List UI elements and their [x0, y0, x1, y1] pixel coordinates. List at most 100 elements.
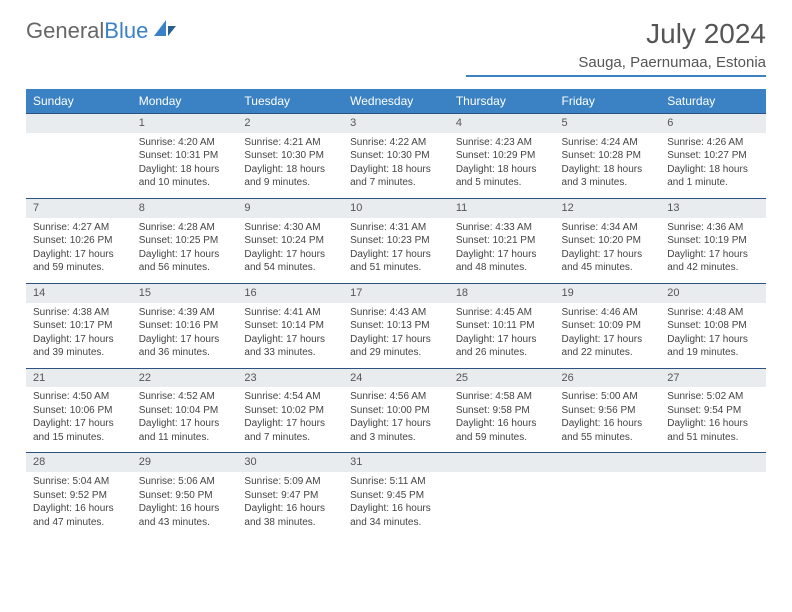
day-info-line: Sunset: 10:31 PM: [139, 149, 231, 163]
day-info-line: and 47 minutes.: [33, 516, 125, 530]
day-number-cell: 12: [555, 198, 661, 217]
day-info-line: Sunset: 10:29 PM: [456, 149, 548, 163]
day-info-line: and 1 minute.: [667, 176, 759, 190]
day-info-line: Sunrise: 4:21 AM: [244, 136, 336, 150]
month-title: July 2024: [466, 18, 766, 50]
day-info-line: Sunrise: 5:02 AM: [667, 390, 759, 404]
day-content-cell: Sunrise: 4:23 AMSunset: 10:29 PMDaylight…: [449, 133, 555, 199]
day-info-line: Sunset: 10:27 PM: [667, 149, 759, 163]
day-content-cell: Sunrise: 4:21 AMSunset: 10:30 PMDaylight…: [237, 133, 343, 199]
day-content-cell: Sunrise: 4:28 AMSunset: 10:25 PMDaylight…: [132, 218, 238, 284]
day-info-line: Sunrise: 4:26 AM: [667, 136, 759, 150]
day-info-line: Sunrise: 4:34 AM: [562, 221, 654, 235]
day-content-cell: Sunrise: 4:20 AMSunset: 10:31 PMDaylight…: [132, 133, 238, 199]
day-number-cell: 1: [132, 114, 238, 133]
day-info-line: Daylight: 17 hours: [562, 333, 654, 347]
day-info-line: Sunset: 10:30 PM: [350, 149, 442, 163]
day-content-cell: Sunrise: 5:11 AMSunset: 9:45 PMDaylight:…: [343, 472, 449, 537]
day-info-line: and 54 minutes.: [244, 261, 336, 275]
day-content-cell: Sunrise: 4:34 AMSunset: 10:20 PMDaylight…: [555, 218, 661, 284]
day-info-line: and 39 minutes.: [33, 346, 125, 360]
day-number-cell: 17: [343, 283, 449, 302]
day-info-line: Daylight: 17 hours: [562, 248, 654, 262]
day-info-line: Daylight: 18 hours: [562, 163, 654, 177]
day-number-cell: 14: [26, 283, 132, 302]
day-content-cell: Sunrise: 4:33 AMSunset: 10:21 PMDaylight…: [449, 218, 555, 284]
day-info-line: Sunrise: 4:33 AM: [456, 221, 548, 235]
day-info-line: Sunrise: 5:09 AM: [244, 475, 336, 489]
day-content-cell: Sunrise: 4:39 AMSunset: 10:16 PMDaylight…: [132, 303, 238, 369]
day-info-line: and 56 minutes.: [139, 261, 231, 275]
day-info-line: Daylight: 18 hours: [350, 163, 442, 177]
day-content-cell: Sunrise: 4:24 AMSunset: 10:28 PMDaylight…: [555, 133, 661, 199]
day-info-line: Sunset: 9:52 PM: [33, 489, 125, 503]
day-info-line: Sunset: 10:08 PM: [667, 319, 759, 333]
day-content-row: Sunrise: 5:04 AMSunset: 9:52 PM Daylight:…: [26, 472, 766, 537]
logo: GeneralBlue: [26, 18, 178, 44]
day-info-line: Sunrise: 4:36 AM: [667, 221, 759, 235]
day-info-line: and 22 minutes.: [562, 346, 654, 360]
location-label: Sauga, Paernumaa, Estonia: [466, 54, 766, 77]
day-number-cell: 21: [26, 368, 132, 387]
day-info-line: Daylight: 17 hours: [33, 248, 125, 262]
day-info-line: Daylight: 17 hours: [456, 333, 548, 347]
day-info-line: Sunset: 10:19 PM: [667, 234, 759, 248]
day-info-line: Sunset: 9:56 PM: [562, 404, 654, 418]
day-info-line: Sunset: 10:02 PM: [244, 404, 336, 418]
day-info-line: and 15 minutes.: [33, 431, 125, 445]
day-info-line: Sunrise: 4:27 AM: [33, 221, 125, 235]
day-info-line: Sunset: 10:14 PM: [244, 319, 336, 333]
day-content-row: Sunrise: 4:38 AMSunset: 10:17 PM Daylight…: [26, 303, 766, 369]
day-content-cell: Sunrise: 4:41 AMSunset: 10:14 PMDaylight…: [237, 303, 343, 369]
day-info-line: Sunrise: 4:30 AM: [244, 221, 336, 235]
day-info-line: Sunrise: 4:24 AM: [562, 136, 654, 150]
day-info-line: Sunset: 9:45 PM: [350, 489, 442, 503]
day-number-cell: 31: [343, 453, 449, 472]
day-number-cell: 25: [449, 368, 555, 387]
day-content-row: Sunrise: 4:50 AMSunset: 10:06 PMDaylight…: [26, 387, 766, 453]
weekday-header: Thursday: [449, 89, 555, 114]
day-info-line: Sunset: 10:09 PM: [562, 319, 654, 333]
day-info-line: Sunrise: 5:04 AM: [33, 475, 125, 489]
day-info-line: Daylight: 18 hours: [139, 163, 231, 177]
day-number-cell: 24: [343, 368, 449, 387]
day-number-cell: 20: [660, 283, 766, 302]
day-number-cell: 4: [449, 114, 555, 133]
day-info-line: and 34 minutes.: [350, 516, 442, 530]
day-number-cell: [555, 453, 661, 472]
day-info-line: Sunset: 9:54 PM: [667, 404, 759, 418]
day-info-line: Sunrise: 4:38 AM: [33, 306, 125, 320]
day-number-row: 78910111213: [26, 198, 766, 217]
day-number-cell: 28: [26, 453, 132, 472]
day-info-line: Daylight: 17 hours: [667, 333, 759, 347]
day-info-line: Sunrise: 5:06 AM: [139, 475, 231, 489]
day-content-row: Sunrise: 4:20 AMSunset: 10:31 PMDaylight…: [26, 133, 766, 199]
day-info-line: Sunset: 10:20 PM: [562, 234, 654, 248]
day-info-line: and 48 minutes.: [456, 261, 548, 275]
title-block: July 2024 Sauga, Paernumaa, Estonia: [466, 18, 766, 77]
day-info-line: Daylight: 16 hours: [350, 502, 442, 516]
day-info-line: and 19 minutes.: [667, 346, 759, 360]
day-content-cell: Sunrise: 4:22 AMSunset: 10:30 PMDaylight…: [343, 133, 449, 199]
day-content-cell: Sunrise: 4:38 AMSunset: 10:17 PMDaylight…: [26, 303, 132, 369]
day-info-line: Daylight: 16 hours: [139, 502, 231, 516]
day-info-line: Sunrise: 4:58 AM: [456, 390, 548, 404]
weekday-header: Saturday: [660, 89, 766, 114]
day-info-line: and 3 minutes.: [562, 176, 654, 190]
day-info-line: Sunset: 10:17 PM: [33, 319, 125, 333]
weekday-header: Wednesday: [343, 89, 449, 114]
day-info-line: Sunrise: 4:39 AM: [139, 306, 231, 320]
day-info-line: Sunrise: 4:43 AM: [350, 306, 442, 320]
logo-text-general: General: [26, 18, 104, 44]
day-content-cell: Sunrise: 5:00 AMSunset: 9:56 PMDaylight:…: [555, 387, 661, 453]
day-content-cell: [26, 133, 132, 199]
day-info-line: Sunrise: 4:46 AM: [562, 306, 654, 320]
day-info-line: Daylight: 17 hours: [244, 417, 336, 431]
day-info-line: Sunrise: 4:56 AM: [350, 390, 442, 404]
day-number-row: 21222324252627: [26, 368, 766, 387]
day-number-cell: 5: [555, 114, 661, 133]
day-info-line: Sunset: 10:21 PM: [456, 234, 548, 248]
day-info-line: Sunset: 10:06 PM: [33, 404, 125, 418]
day-info-line: Sunrise: 4:45 AM: [456, 306, 548, 320]
day-number-cell: [449, 453, 555, 472]
